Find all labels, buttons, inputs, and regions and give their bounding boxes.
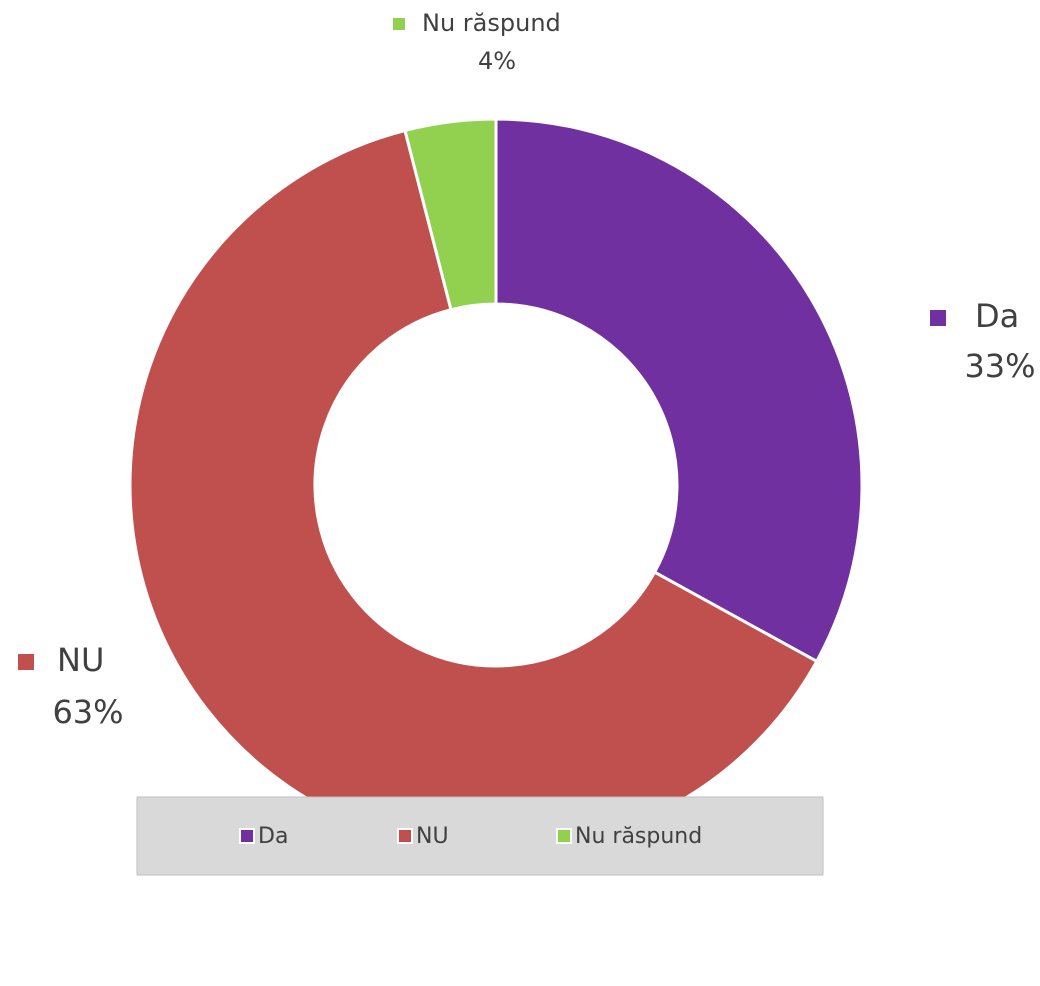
legend-swatch — [239, 828, 255, 844]
label-marker — [393, 18, 405, 30]
data-label-name: Da — [975, 297, 1019, 335]
donut-slice — [494, 117, 864, 664]
data-label-value: 4% — [478, 47, 516, 75]
donut-slice — [403, 117, 498, 312]
data-label-name: Nu răspund — [422, 9, 561, 37]
legend-label: Da — [258, 824, 288, 849]
legend-swatch — [556, 828, 572, 844]
legend-swatch — [397, 828, 413, 844]
legend-label: Nu răspund — [575, 824, 702, 849]
label-marker — [18, 654, 34, 670]
data-label-name: NU — [57, 641, 104, 679]
data-label-value: 33% — [964, 347, 1035, 385]
legend-label: NU — [416, 824, 449, 849]
label-marker — [930, 310, 946, 326]
data-label-value: 63% — [52, 693, 123, 731]
